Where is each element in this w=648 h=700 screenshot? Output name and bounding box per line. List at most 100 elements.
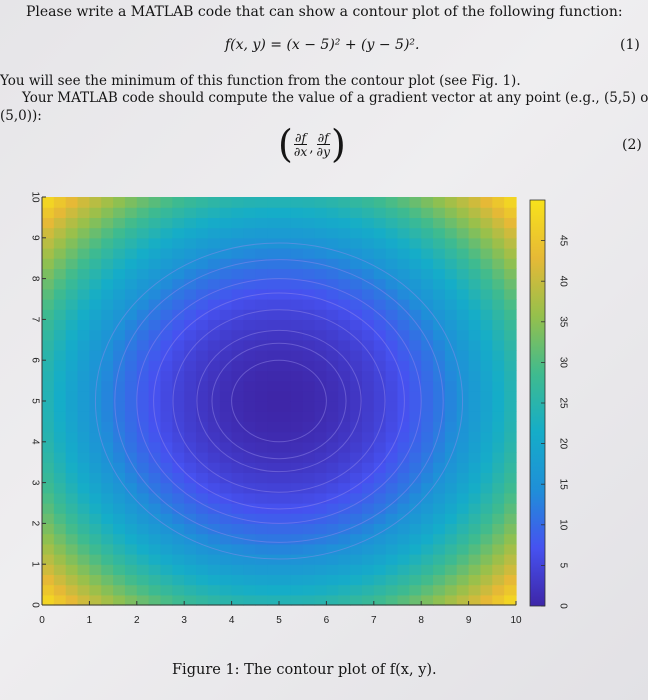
heatmap-cell — [196, 564, 209, 575]
heatmap-cell — [267, 350, 280, 361]
heatmap-cell — [53, 360, 67, 371]
heatmap-cell — [101, 452, 114, 463]
heatmap-cell — [124, 380, 138, 392]
heatmap-cell — [148, 350, 162, 361]
heatmap-cell — [314, 503, 327, 514]
heatmap-cell — [113, 431, 126, 443]
colorbar-tick-label: 35 — [557, 316, 568, 328]
heatmap-cell — [421, 492, 434, 504]
heatmap-cell — [409, 207, 422, 218]
heatmap-cell — [172, 227, 185, 239]
heatmap-cell — [53, 207, 67, 218]
heatmap-cell — [456, 207, 470, 218]
heatmap-cell — [492, 533, 505, 545]
heatmap-cell — [468, 462, 482, 473]
heatmap-cell — [433, 380, 446, 392]
heatmap-cell — [492, 380, 505, 392]
heatmap-cell — [89, 554, 102, 565]
heatmap-cell — [350, 482, 363, 494]
heatmap-cell — [302, 401, 316, 412]
heatmap-cell — [290, 329, 304, 341]
heatmap-cell — [231, 462, 245, 473]
heatmap-cell — [231, 421, 245, 433]
heatmap-cell — [53, 278, 67, 290]
x-tick-label: 1 — [87, 615, 93, 626]
heatmap-cell — [124, 431, 138, 443]
heatmap-cell — [184, 401, 197, 412]
heatmap-cell — [160, 288, 173, 300]
heatmap-cell — [444, 329, 458, 341]
heatmap-cell — [350, 288, 363, 300]
heatmap-cell — [468, 543, 482, 555]
heatmap-cell — [172, 462, 185, 473]
heatmap-cell — [172, 441, 185, 453]
heatmap-cell — [89, 339, 102, 351]
heatmap-cell — [361, 288, 375, 300]
heatmap-cell — [172, 390, 185, 402]
heatmap-cell — [219, 503, 233, 514]
heatmap-cell — [361, 472, 375, 484]
heatmap-cell — [101, 319, 114, 331]
heatmap-cell — [196, 319, 209, 331]
heatmap-cell — [492, 594, 505, 606]
heatmap-cell — [148, 360, 162, 371]
heatmap-cell — [42, 268, 55, 280]
heatmap-cell — [504, 370, 517, 382]
heatmap-cell — [314, 268, 327, 280]
heatmap-cell — [279, 594, 292, 606]
heatmap-cell — [361, 513, 375, 524]
heatmap-cell — [409, 329, 422, 341]
heatmap-cell — [279, 288, 292, 300]
heatmap-cell — [361, 268, 375, 280]
heatmap-cell — [373, 584, 387, 596]
heatmap-cell — [148, 472, 162, 484]
equation-1-number: (1) — [620, 37, 640, 53]
heatmap-cell — [314, 207, 327, 218]
heatmap-cell — [433, 248, 446, 259]
heatmap-cell — [65, 237, 79, 249]
heatmap-cell — [302, 462, 316, 473]
heatmap-cell — [255, 462, 268, 473]
heatmap-cell — [207, 288, 221, 300]
heatmap-cell — [267, 288, 280, 300]
heatmap-cell — [77, 533, 90, 545]
heatmap-cell — [409, 288, 422, 300]
heatmap-cell — [421, 350, 434, 361]
heatmap-cell — [385, 268, 399, 280]
heatmap-cell — [231, 411, 245, 422]
heatmap-cell — [421, 411, 434, 422]
partial-f-y: ∂f ∂y — [316, 131, 330, 158]
heatmap-cell — [361, 278, 375, 290]
heatmap-cell — [468, 533, 482, 545]
heatmap-cell — [65, 217, 79, 229]
heatmap-cell — [172, 339, 185, 351]
heatmap-cell — [113, 472, 126, 484]
heatmap-cell — [267, 421, 280, 433]
heatmap-cell — [124, 513, 138, 524]
heatmap-cell — [350, 472, 363, 484]
heatmap-cell — [492, 482, 505, 494]
heatmap-cell — [113, 411, 126, 422]
heatmap-cell — [468, 350, 482, 361]
heatmap-cell — [267, 268, 280, 280]
heatmap-cell — [89, 503, 102, 514]
heatmap-cell — [267, 248, 280, 259]
heatmap-cell — [136, 462, 150, 473]
heatmap-cell — [314, 431, 327, 443]
heatmap-cell — [196, 299, 209, 310]
heatmap-cell — [113, 237, 126, 249]
heatmap-cell — [124, 452, 138, 463]
heatmap-cell — [290, 207, 304, 218]
heatmap-cell — [433, 513, 446, 524]
heatmap-cell — [89, 370, 102, 382]
heatmap-cell — [279, 227, 292, 239]
heatmap-cell — [207, 513, 221, 524]
heatmap-cell — [160, 492, 173, 504]
heatmap-cell — [492, 523, 505, 535]
heatmap-cell — [326, 472, 339, 484]
heatmap-cell — [373, 594, 387, 606]
heatmap-cell — [231, 472, 245, 484]
heatmap-cell — [385, 207, 399, 218]
heatmap-cell — [421, 319, 434, 331]
heatmap-cell — [231, 288, 245, 300]
